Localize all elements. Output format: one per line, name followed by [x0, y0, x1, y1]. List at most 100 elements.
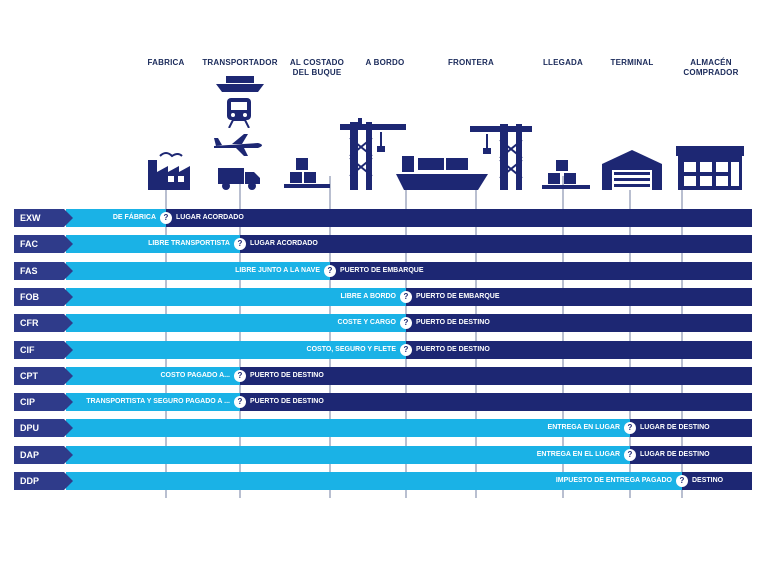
incoterm-row: CIF COSTO, SEGURO Y FLETE PUERTO DE DESTIN…: [14, 341, 752, 359]
seller-label: ENTREGA EN LUGAR: [547, 424, 620, 431]
buyer-label: PUERTO DE DESTINO: [250, 372, 324, 379]
incoterm-code: CIP: [14, 393, 73, 411]
buyer-segment: [330, 262, 752, 280]
buyer-label: PUERTO DE EMBARQUE: [340, 267, 424, 274]
risk-transfer-marker: ?: [234, 238, 246, 250]
factory-icon: [148, 152, 190, 190]
seller-label: LIBRE TRANSPORTISTA: [148, 240, 230, 247]
incoterm-row: DPU ENTREGA EN LUGAR LUGAR DE DESTINO?: [14, 419, 752, 437]
incoterm-code: CFR: [14, 314, 73, 332]
buyer-label: PUERTO DE DESTINO: [416, 319, 490, 326]
column-divider: [629, 176, 631, 498]
buyer-label: LUGAR DE DESTINO: [640, 424, 710, 431]
seller-segment: [66, 472, 682, 490]
seller-segment: [66, 446, 630, 464]
incoterm-row: CIP TRANSPORTISTA Y SEGURO PAGADO A ... PU…: [14, 393, 752, 411]
risk-transfer-marker: ?: [234, 396, 246, 408]
seller-label: COSTO PAGADO A...: [160, 372, 231, 379]
incoterm-code: DDP: [14, 472, 73, 490]
incoterm-row: DAP ENTREGA EN EL LUGAR LUGAR DE DESTINO?: [14, 446, 752, 464]
incoterm-code: FAS: [14, 262, 73, 280]
column-header: TERMINAL: [610, 58, 654, 67]
buyer-label: LUGAR ACORDADO: [250, 240, 318, 247]
column-header: A BORDO: [365, 58, 405, 67]
risk-transfer-marker: ?: [676, 475, 688, 487]
risk-transfer-marker: ?: [400, 344, 412, 356]
incoterm-row: CFR COSTE Y CARGO PUERTO DE DESTINO?: [14, 314, 752, 332]
seller-segment: [66, 235, 240, 253]
risk-transfer-marker: ?: [400, 317, 412, 329]
incoterm-code: FAC: [14, 235, 73, 253]
buyer-segment: [166, 209, 752, 227]
column-header: FRONTERA: [447, 58, 495, 67]
incoterm-row: EXW DE FÁBRICA LUGAR ACORDADO?: [14, 209, 752, 227]
seller-label: LIBRE JUNTO A LA NAVE: [235, 267, 320, 274]
ship-icon: [216, 76, 264, 92]
buyer-segment: [630, 446, 752, 464]
buyer-segment: [240, 235, 752, 253]
incoterm-code: FOB: [14, 288, 73, 306]
incoterm-code: EXW: [14, 209, 73, 227]
column-divider: [329, 176, 331, 498]
incoterm-code: DAP: [14, 446, 73, 464]
incoterm-row: DDP IMPUESTO DE ENTREGA PAGADO DESTINO?: [14, 472, 752, 490]
buyer-segment: [406, 288, 752, 306]
column-divider: [475, 176, 477, 498]
buyer-label: PUERTO DE DESTINO: [250, 398, 324, 405]
column-header: TRANSPORTADOR: [202, 58, 278, 67]
seller-label: ENTREGA EN EL LUGAR: [536, 451, 620, 458]
column-header: FABRICA: [147, 58, 185, 67]
incoterm-code: CIF: [14, 341, 73, 359]
incoterm-code: CPT: [14, 367, 73, 385]
seller-label: IMPUESTO DE ENTREGA PAGADO: [555, 477, 672, 484]
seller-segment: [66, 262, 330, 280]
crane-icon: [340, 118, 406, 190]
seller-segment: [66, 288, 406, 306]
column-header: ALMACÉN COMPRADOR: [683, 58, 739, 77]
risk-transfer-marker: ?: [324, 265, 336, 277]
incoterm-row: FAS LIBRE JUNTO A LA NAVE PUERTO DE EMBARQ…: [14, 262, 752, 280]
buyer-label: PUERTO DE EMBARQUE: [416, 293, 500, 300]
buyer-segment: [406, 314, 752, 332]
cargo-ship-icon: [396, 156, 488, 190]
crane-icon: [470, 124, 532, 190]
column-divider: [681, 176, 683, 498]
column-divider: [165, 176, 167, 498]
risk-transfer-marker: ?: [234, 370, 246, 382]
seller-label: LIBRE A BORDO: [340, 293, 396, 300]
buyer-label: PUERTO DE DESTINO: [416, 346, 490, 353]
pallet-boxes-icon: [542, 160, 590, 189]
column-divider: [239, 176, 241, 498]
column-header: AL COSTADO DEL BUQUE: [289, 58, 345, 77]
incoterm-row: CPT COSTO PAGADO A... PUERTO DE DESTINO?: [14, 367, 752, 385]
train-icon: [227, 98, 251, 128]
column-header: LLEGADA: [542, 58, 584, 67]
terminal-icon: [602, 150, 662, 190]
buyer-segment: [682, 472, 752, 490]
warehouse-icon: [676, 146, 744, 190]
seller-segment: [66, 419, 630, 437]
buyer-segment: [240, 367, 752, 385]
pallet-boxes-icon: [284, 158, 330, 188]
seller-segment: [66, 393, 240, 411]
incoterm-row: FOB LIBRE A BORDO PUERTO DE EMBARQUE?: [14, 288, 752, 306]
risk-transfer-marker: ?: [624, 449, 636, 461]
column-divider: [405, 176, 407, 498]
buyer-segment: [406, 341, 752, 359]
seller-label: COSTE Y CARGO: [337, 319, 396, 326]
buyer-label: DESTINO: [692, 477, 724, 484]
buyer-label: LUGAR DE DESTINO: [640, 451, 710, 458]
truck-icon: [218, 168, 260, 190]
buyer-segment: [240, 393, 752, 411]
risk-transfer-marker: ?: [624, 422, 636, 434]
column-divider: [562, 176, 564, 498]
incoterm-code: DPU: [14, 419, 73, 437]
buyer-label: LUGAR ACORDADO: [176, 214, 244, 221]
seller-label: COSTO, SEGURO Y FLETE: [306, 346, 396, 353]
seller-label: TRANSPORTISTA Y SEGURO PAGADO A ...: [86, 398, 230, 405]
buyer-segment: [630, 419, 752, 437]
seller-segment: [66, 314, 406, 332]
risk-transfer-marker: ?: [400, 291, 412, 303]
seller-segment: [66, 341, 406, 359]
seller-segment: [66, 367, 240, 385]
